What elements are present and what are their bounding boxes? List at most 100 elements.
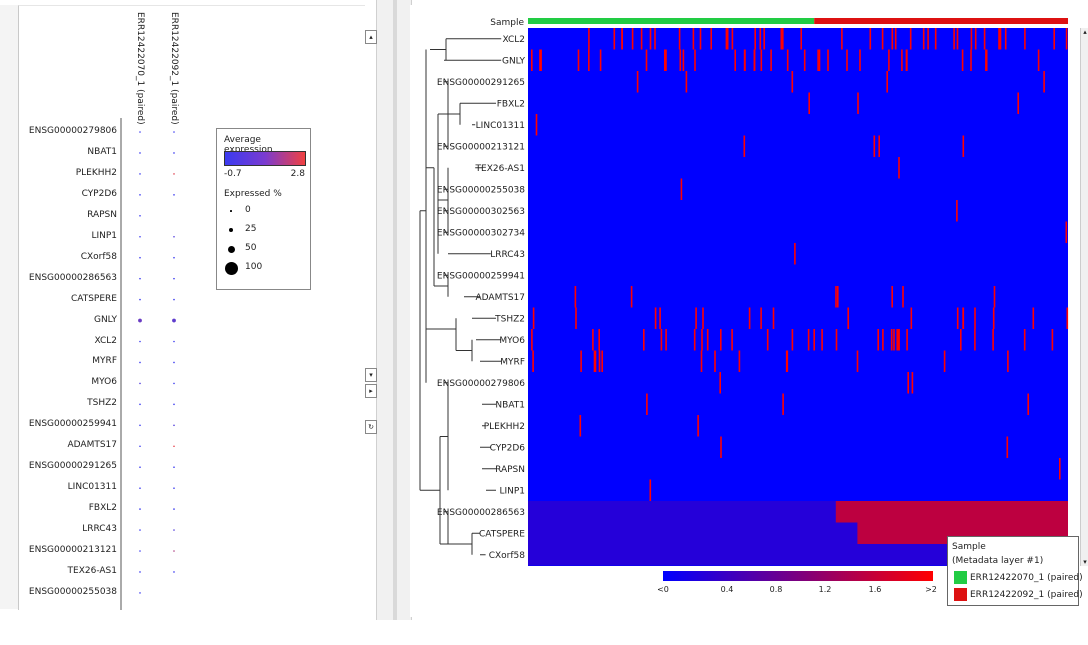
heatmap-row-label: ENSG00000279806 bbox=[437, 379, 525, 389]
heatmap-mark bbox=[759, 28, 762, 50]
colorbar-tick-label: 0.4 bbox=[721, 585, 734, 594]
dot-plot-dot bbox=[173, 340, 175, 343]
heatmap-row-label: LINP1 bbox=[499, 486, 525, 496]
heatmap-mark bbox=[901, 49, 903, 71]
heatmap-row-label: NBAT1 bbox=[495, 400, 525, 410]
heatmap-mark bbox=[640, 28, 643, 50]
heatmap-mark bbox=[575, 307, 577, 329]
dot-plot-column-label: ERR12422070_1 (paired) bbox=[135, 12, 145, 125]
heatmap-row bbox=[528, 393, 1068, 415]
heatmap-mark bbox=[754, 28, 756, 50]
splitter-up-arrow-icon[interactable]: ▴ bbox=[365, 30, 377, 44]
heatmap-row-label: CYP2D6 bbox=[490, 443, 526, 453]
heatmap-mark bbox=[760, 49, 763, 71]
heatmap-mark bbox=[846, 49, 848, 71]
heatmap-row-label: ENSG00000213121 bbox=[437, 142, 525, 152]
panel-splitter[interactable]: ▴ ▾ ▸ ↻ bbox=[365, 0, 412, 620]
splitter-expand-icon[interactable]: ▸ bbox=[365, 384, 377, 398]
heatmap-mark bbox=[970, 49, 972, 71]
heatmap-mark bbox=[1027, 393, 1029, 415]
dot-plot-row-label: ENSG00000213121 bbox=[28, 545, 117, 555]
heatmap-mark bbox=[599, 49, 602, 71]
dot-plot-dot bbox=[173, 361, 175, 364]
dot-plot-dot bbox=[173, 445, 175, 448]
sample-legend-item: ERR12422070_1 (paired) bbox=[954, 571, 1083, 584]
dot-plot-dot bbox=[139, 487, 141, 489]
heatmap-row-label: ENSG00000302734 bbox=[437, 228, 525, 238]
dot-plot-dot bbox=[138, 318, 142, 323]
heatmap-mark bbox=[970, 28, 973, 50]
dot-plot-dot bbox=[139, 194, 141, 196]
dot-plot-row-label: LRRC43 bbox=[82, 524, 117, 535]
heatmap-mark bbox=[766, 329, 769, 351]
heatmap-mark bbox=[680, 178, 683, 200]
heatmap-mark bbox=[706, 329, 709, 351]
heatmap-mark bbox=[943, 350, 946, 372]
row-dendrogram bbox=[419, 38, 502, 556]
heatmap-mark bbox=[693, 329, 696, 351]
dot-plot-dot bbox=[139, 529, 141, 531]
heatmap-mark bbox=[1037, 49, 1040, 71]
heatmap-mark bbox=[956, 200, 958, 222]
dot-plot-dot bbox=[139, 173, 141, 175]
sample-annotation-segment bbox=[528, 18, 815, 24]
heatmap-mark bbox=[579, 415, 582, 437]
dot-plot-dot bbox=[173, 256, 175, 259]
heatmap-mark bbox=[719, 372, 721, 394]
splitter-collapse-icon[interactable]: ▾ bbox=[365, 368, 377, 382]
heatmap-mark bbox=[857, 92, 859, 114]
heatmap-mark bbox=[791, 329, 794, 351]
dot-plot-dot bbox=[139, 152, 141, 154]
dot-plot-row-label: ENSG00000279806 bbox=[28, 126, 117, 136]
heatmap-mark bbox=[1007, 350, 1009, 372]
heatmap-row bbox=[528, 135, 1068, 157]
heatmap-mark bbox=[873, 135, 876, 157]
heatmap-mark bbox=[710, 28, 712, 50]
heatmap-mark bbox=[818, 49, 821, 71]
dot-plot-dot bbox=[173, 194, 175, 196]
heatmap-row-label: LRRC43 bbox=[490, 250, 525, 260]
dot-plot-dot bbox=[139, 571, 141, 573]
vertical-scrollbar[interactable]: ▴ ▾ bbox=[1080, 28, 1088, 566]
dot-plot-dot bbox=[139, 340, 141, 343]
splitter-refresh-icon[interactable]: ↻ bbox=[365, 420, 377, 434]
dot-plot-dot bbox=[139, 508, 141, 510]
heatmap-mark bbox=[962, 135, 965, 157]
dot-plot-dot bbox=[173, 487, 175, 489]
size-legend-dot bbox=[224, 261, 238, 275]
heatmap-mark bbox=[800, 28, 802, 50]
legend-avg-title: Average expression bbox=[224, 135, 273, 155]
sample-annotation-segment bbox=[814, 18, 1068, 24]
heatmap-mark bbox=[999, 28, 1002, 50]
splitter-handle[interactable] bbox=[393, 0, 397, 620]
heatmap-mark bbox=[992, 307, 995, 329]
heatmap-mark bbox=[702, 307, 704, 329]
heatmap-mark bbox=[1023, 329, 1026, 351]
heatmap-mark bbox=[726, 28, 729, 50]
heatmap-mark bbox=[692, 28, 695, 50]
heatmap-mark bbox=[786, 49, 789, 71]
dot-plot-row-label: FBXL2 bbox=[88, 503, 117, 514]
heatmap-row bbox=[528, 28, 1068, 50]
heatmap-mark bbox=[859, 49, 861, 71]
heatmap-row bbox=[528, 114, 1068, 136]
dot-plot-dot bbox=[173, 550, 175, 552]
dot-plot-row-label: ADAMTS17 bbox=[67, 440, 117, 451]
scroll-up-arrow-icon[interactable]: ▴ bbox=[1083, 28, 1087, 36]
heatmap-mark bbox=[646, 393, 648, 415]
heatmap-mark bbox=[956, 307, 959, 329]
scroll-down-arrow-icon[interactable]: ▾ bbox=[1083, 558, 1087, 566]
heatmap-mark bbox=[531, 329, 533, 351]
size-legend-label: 50 bbox=[245, 243, 257, 253]
heatmap-mark bbox=[881, 28, 884, 50]
dot-plot-row-label: NBAT1 bbox=[87, 146, 117, 157]
size-legend-dot bbox=[227, 245, 235, 253]
heatmap-row-label: MYO6 bbox=[499, 336, 525, 346]
heatmap-mark bbox=[1043, 71, 1045, 93]
dot-plot-dot bbox=[173, 529, 175, 531]
heatmap-mark bbox=[782, 393, 784, 415]
heatmap-mark bbox=[953, 28, 955, 50]
heatmap-mark bbox=[772, 307, 775, 329]
heatmap-mark bbox=[725, 28, 728, 50]
heatmap-mark bbox=[577, 49, 580, 71]
